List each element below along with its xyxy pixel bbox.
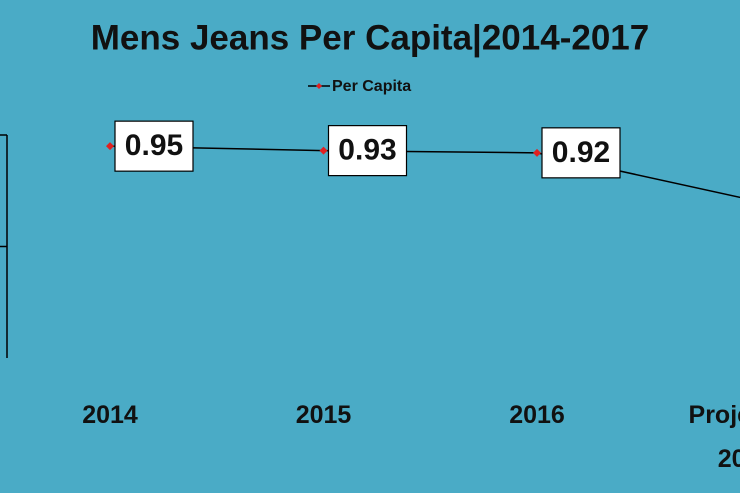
x-tick-label: 2015	[295, 401, 352, 429]
data-label: 0.92	[552, 136, 610, 169]
x-tick-label: 2016	[509, 401, 565, 429]
legend-label: Per Capita	[332, 78, 411, 95]
data-label-box	[541, 127, 621, 179]
x-tick-label: Projected 2017	[688, 401, 740, 473]
data-label-box	[114, 120, 194, 172]
marker	[533, 148, 541, 157]
series-line	[109, 145, 740, 199]
data-label-box	[327, 125, 408, 177]
data-label: 0.95	[125, 129, 183, 162]
marker	[319, 146, 328, 155]
marker	[106, 142, 114, 151]
data-label: 0.93	[338, 134, 396, 167]
x-tick-label: 2014	[82, 401, 138, 429]
chart-title: Mens Jeans Per Capita|2014-2017	[91, 18, 649, 57]
legend-marker	[316, 83, 322, 89]
